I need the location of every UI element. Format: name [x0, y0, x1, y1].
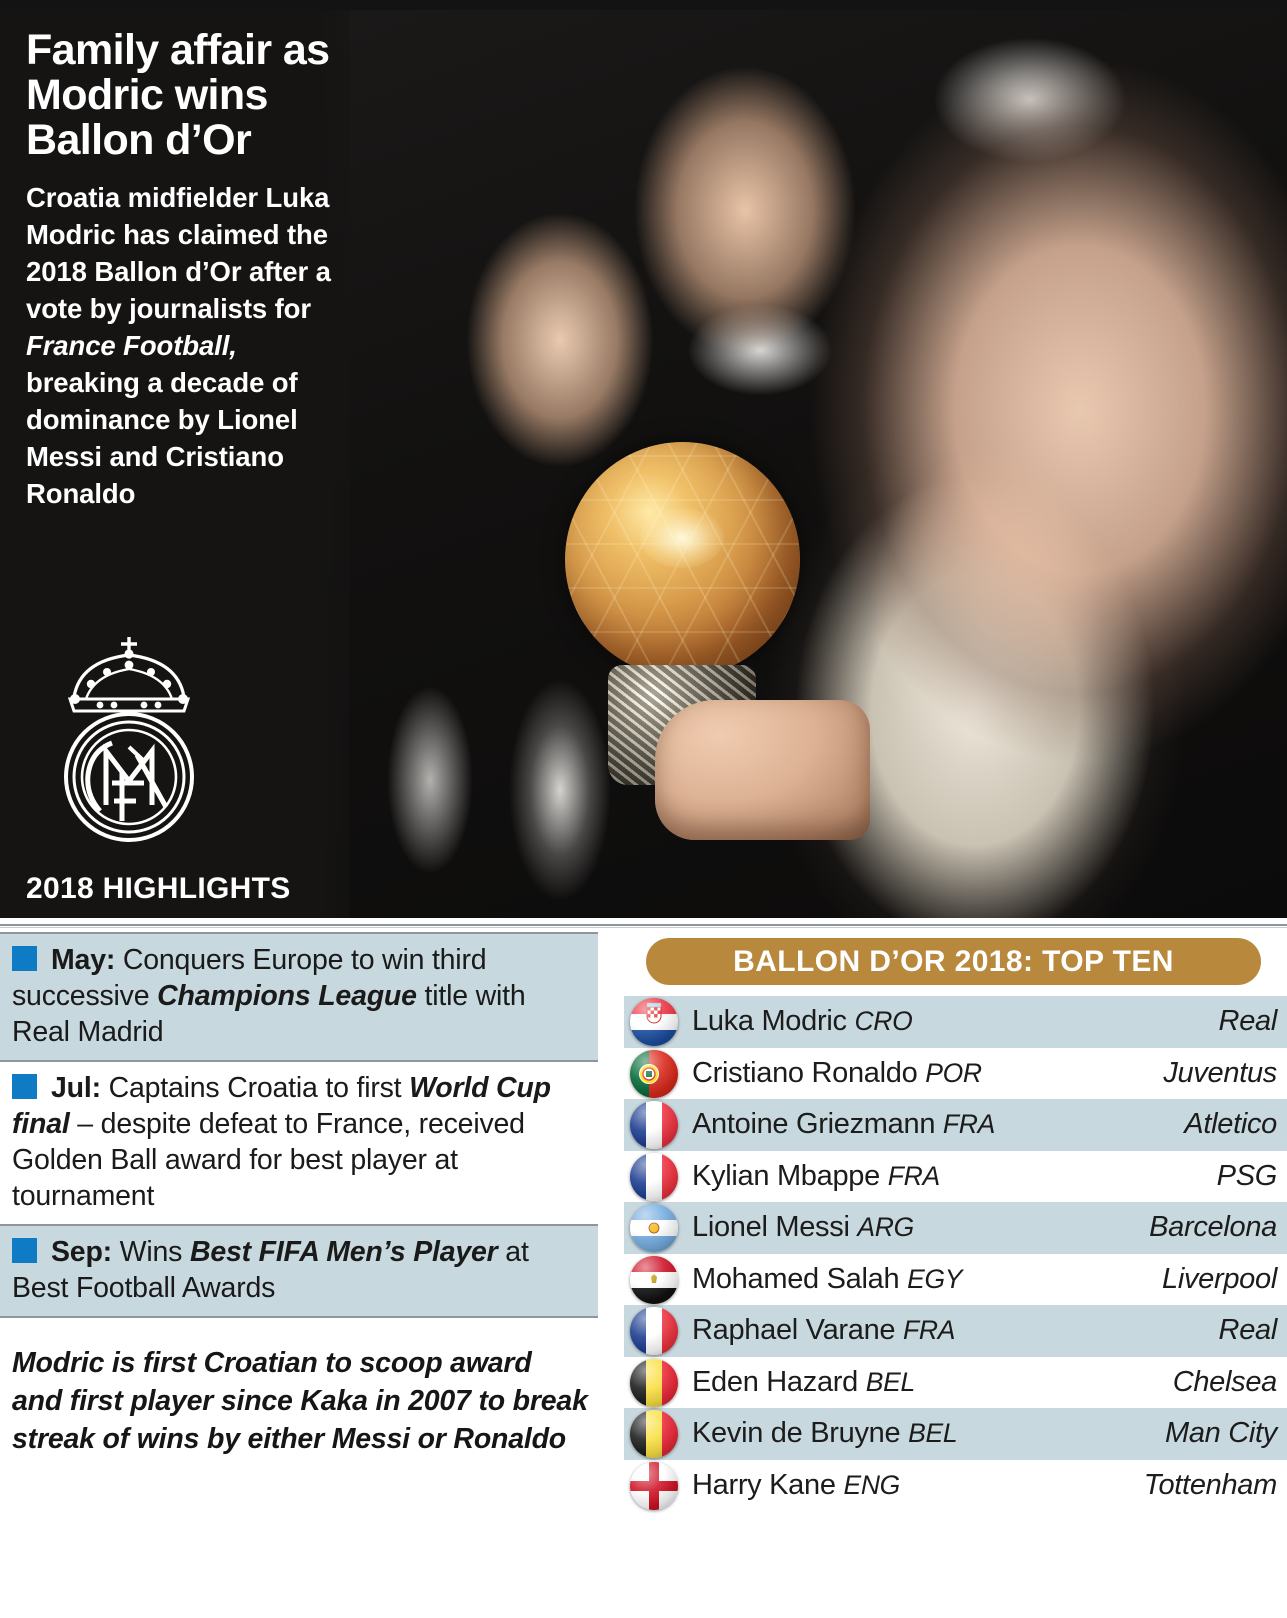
- standfirst-text: Croatia midfielder Luka Modric has claim…: [26, 179, 334, 512]
- highlight-month: Sep:: [51, 1236, 112, 1268]
- table-row[interactable]: Harry Kane ENG Tottenham: [624, 1459, 1287, 1511]
- trophy-highlight: [640, 507, 725, 568]
- player-name: Antoine Griezmann FRA: [692, 1108, 996, 1141]
- player-name: Mohamed Salah EGY: [692, 1262, 963, 1295]
- bottom-section: May: Conquers Europe to win third succes…: [0, 918, 1287, 1618]
- headline-panel: Family affair as Modric wins Ballon d’Or…: [0, 10, 350, 918]
- top-ten-column: BALLON D’OR 2018: TOP TEN Luka Modric CR…: [624, 932, 1287, 1511]
- portugal-flag-icon: [630, 1049, 678, 1098]
- player-club: Tottenham: [1143, 1468, 1278, 1501]
- france-flag-icon: [630, 1152, 678, 1201]
- hand: [655, 700, 870, 840]
- player-club: Barcelona: [1149, 1211, 1277, 1244]
- france-flag-icon: [630, 1101, 678, 1149]
- table-row[interactable]: Luka Modric CRO Real: [624, 996, 1287, 1048]
- highlight-item-jul: Jul: Captains Croatia to first World Cup…: [0, 1062, 598, 1224]
- bullet-square-icon: [12, 1238, 37, 1263]
- player-name: Lionel Messi ARG: [692, 1211, 914, 1244]
- real-madrid-crest-icon: [64, 637, 194, 842]
- highlight-text-after: at Best Football Awards: [12, 1236, 529, 1304]
- highlight-text-before: Wins: [111, 1236, 190, 1268]
- top-ten-list: Luka Modric CRO Real Cristiano Ronaldo P…: [624, 996, 1287, 1511]
- table-row[interactable]: Kylian Mbappe FRA PSG: [624, 1150, 1287, 1202]
- egypt-flag-icon: [630, 1255, 678, 1304]
- player-name: Harry Kane ENG: [692, 1468, 900, 1501]
- player-club: Real: [1218, 1314, 1278, 1347]
- highlight-item-may: May: Conquers Europe to win third succes…: [0, 932, 598, 1062]
- argentina-flag-icon: [630, 1204, 678, 1252]
- player-name: Raphael Varane FRA: [692, 1314, 956, 1347]
- standfirst-part2: breaking a decade of dominance by Lionel…: [26, 367, 298, 509]
- france-flag-icon: [630, 1307, 678, 1355]
- player-club: PSG: [1216, 1159, 1278, 1192]
- table-row[interactable]: Mohamed Salah EGY Liverpool: [624, 1253, 1287, 1305]
- player-club: Man City: [1164, 1417, 1277, 1450]
- table-row[interactable]: Lionel Messi ARG Barcelona: [624, 1202, 1287, 1254]
- kicker-text: Modric is first Croatian to scoop award …: [12, 1347, 588, 1455]
- highlight-emphasis: Champions League: [157, 980, 417, 1012]
- player-club: Juventus: [1163, 1056, 1277, 1089]
- table-title: BALLON D’OR 2018: TOP TEN: [646, 938, 1261, 985]
- bullet-square-icon: [12, 1074, 37, 1099]
- croatia-flag-icon: [630, 998, 678, 1046]
- table-row[interactable]: Antoine Griezmann FRA Atletico: [624, 1099, 1287, 1151]
- hero-section: Family affair as Modric wins Ballon d’Or…: [0, 0, 1287, 918]
- belgium-flag-icon: [630, 1358, 678, 1407]
- highlight-text-before: Captains Croatia to first: [100, 1072, 410, 1104]
- highlight-text-after: – despite defeat to France, received Gol…: [12, 1108, 525, 1212]
- standfirst-part1: Croatia midfielder Luka Modric has claim…: [26, 182, 331, 324]
- ballon-dor-trophy-icon: [565, 442, 800, 677]
- england-flag-icon: [630, 1461, 678, 1510]
- highlight-text-after: title with Real Madrid: [12, 980, 526, 1048]
- highlight-emphasis: Best FIFA Men’s Player: [189, 1236, 498, 1268]
- player-name: Kevin de Bruyne BEL: [692, 1417, 958, 1450]
- player-name: Luka Modric CRO: [692, 1005, 913, 1038]
- highlights-label: 2018 HIGHLIGHTS: [26, 872, 291, 905]
- standfirst-italic: France Football,: [26, 330, 237, 361]
- player-club: Chelsea: [1172, 1365, 1278, 1398]
- table-row[interactable]: Eden Hazard BEL Chelsea: [624, 1356, 1287, 1408]
- player-club: Liverpool: [1162, 1262, 1277, 1295]
- highlight-item-sep: Sep: Wins Best FIFA Men’s Player at Best…: [0, 1224, 598, 1318]
- player-name: Cristiano Ronaldo POR: [692, 1056, 982, 1089]
- table-row[interactable]: Raphael Varane FRA Real: [624, 1305, 1287, 1357]
- player-club: Atletico: [1184, 1108, 1277, 1141]
- table-row[interactable]: Kevin de Bruyne BEL Man City: [624, 1408, 1287, 1460]
- table-row[interactable]: Cristiano Ronaldo POR Juventus: [624, 1047, 1287, 1099]
- highlight-text-before: Conquers Europe to win third successive: [12, 944, 487, 1012]
- player-name: Eden Hazard BEL: [692, 1365, 915, 1398]
- player-club: Real: [1218, 1005, 1278, 1038]
- bullet-square-icon: [12, 946, 37, 971]
- belgium-flag-icon: [630, 1410, 678, 1458]
- highlight-month: May:: [51, 944, 116, 976]
- divider-top: [0, 924, 1287, 928]
- player-name: Kylian Mbappe FRA: [692, 1159, 940, 1192]
- highlight-emphasis: World Cup final: [12, 1072, 551, 1140]
- highlights-column: May: Conquers Europe to win third succes…: [0, 932, 598, 1458]
- page-title: Family affair as Modric wins Ballon d’Or: [26, 26, 330, 164]
- highlight-month: Jul:: [51, 1072, 101, 1104]
